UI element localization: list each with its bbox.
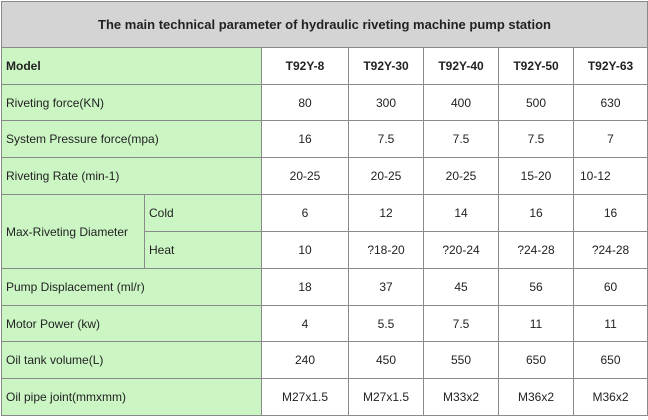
cell-value: M36x2 bbox=[498, 378, 574, 416]
cell-value: 11 bbox=[572, 305, 648, 342]
row-label: Max-Riveting Diameter bbox=[1, 194, 145, 269]
model-header: Model bbox=[1, 47, 262, 85]
cell-value: ?24-28 bbox=[572, 231, 648, 269]
cell-value: 15-20 bbox=[498, 157, 574, 195]
cell-value: ?18-20 bbox=[348, 231, 424, 269]
table-row: Max-Riveting Diameter Cold 6 12 14 16 16 bbox=[1, 194, 648, 269]
table-row: Heat 10 ?18-20 ?20-24 ?24-28 ?24-28 bbox=[2, 231, 648, 269]
cell-value: 5.5 bbox=[348, 305, 424, 342]
cell-value: 10 bbox=[261, 231, 349, 269]
table-row: Riveting Rate (min-1) 20-25 20-25 20-25 … bbox=[1, 157, 648, 195]
cell-value: 45 bbox=[423, 268, 499, 306]
cell-value: 7.5 bbox=[423, 305, 499, 342]
table-row: Pump Displacement (ml/r) 18 37 45 56 60 bbox=[1, 268, 648, 306]
table-row: Oil tank volume(L) 240 450 550 650 650 bbox=[1, 341, 648, 379]
cell-value: 7.5 bbox=[498, 120, 574, 158]
cell-value: 650 bbox=[572, 341, 648, 379]
cell-value: 60 bbox=[572, 268, 648, 306]
model-name: T92Y-8 bbox=[261, 47, 349, 85]
title-row: The main technical parameter of hydrauli… bbox=[0, 1, 648, 48]
cell-value: 7.5 bbox=[423, 120, 499, 158]
cell-value: 20-25 bbox=[423, 157, 499, 195]
cell-value: M27x1.5 bbox=[261, 378, 349, 416]
sub-row-label: Heat bbox=[144, 231, 262, 269]
table-row: Riveting force(KN) 80 300 400 500 630 bbox=[1, 84, 648, 121]
cell-value: 16 bbox=[572, 194, 648, 232]
cell-value: 14 bbox=[423, 194, 499, 232]
cell-value: 7.5 bbox=[348, 120, 424, 158]
sub-row-label: Cold bbox=[144, 194, 262, 232]
cell-value: 10-12 bbox=[572, 157, 648, 195]
row-label: Pump Displacement (ml/r) bbox=[1, 268, 262, 306]
cell-value: ?20-24 bbox=[423, 231, 499, 269]
header-row: Model T92Y-8 T92Y-30 T92Y-40 T92Y-50 T92… bbox=[1, 47, 648, 85]
row-label: Oil pipe joint(mmxmm) bbox=[1, 378, 262, 416]
cell-value: 500 bbox=[498, 84, 574, 121]
row-label: Motor Power (kw) bbox=[1, 305, 262, 342]
cell-value: 4 bbox=[261, 305, 349, 342]
cell-value: 7 bbox=[572, 120, 648, 158]
cell-value: 11 bbox=[498, 305, 574, 342]
cell-value: 20-25 bbox=[348, 157, 424, 195]
model-name: T92Y-63 bbox=[572, 47, 648, 85]
cell-value: 450 bbox=[348, 341, 424, 379]
cell-value: 6 bbox=[261, 194, 349, 232]
cell-value: 16 bbox=[261, 120, 349, 158]
cell-value: 630 bbox=[572, 84, 648, 121]
cell-value: 56 bbox=[498, 268, 574, 306]
cell-value: 300 bbox=[348, 84, 424, 121]
cell-value: 20-25 bbox=[261, 157, 349, 195]
cell-value: 18 bbox=[261, 268, 349, 306]
table-row: System Pressure force(mpa) 16 7.5 7.5 7.… bbox=[1, 120, 648, 158]
cell-value: 16 bbox=[498, 194, 574, 232]
cell-value: 80 bbox=[261, 84, 349, 121]
table-row: Oil pipe joint(mmxmm) M27x1.5 M27x1.5 M3… bbox=[1, 378, 648, 416]
table-title: The main technical parameter of hydrauli… bbox=[0, 1, 648, 48]
cell-value: M36x2 bbox=[572, 378, 648, 416]
model-name: T92Y-50 bbox=[498, 47, 574, 85]
row-label: System Pressure force(mpa) bbox=[1, 120, 262, 158]
cell-value: 240 bbox=[261, 341, 349, 379]
cell-value: 12 bbox=[348, 194, 424, 232]
model-name: T92Y-40 bbox=[423, 47, 499, 85]
cell-value: 550 bbox=[423, 341, 499, 379]
cell-value: 400 bbox=[423, 84, 499, 121]
cell-value: 37 bbox=[348, 268, 424, 306]
row-label: Riveting force(KN) bbox=[1, 84, 262, 121]
row-label: Riveting Rate (min-1) bbox=[1, 157, 262, 195]
model-name: T92Y-30 bbox=[348, 47, 424, 85]
table-row: Motor Power (kw) 4 5.5 7.5 11 11 bbox=[1, 305, 648, 342]
cell-value: M33x2 bbox=[423, 378, 499, 416]
cell-value: 650 bbox=[498, 341, 574, 379]
cell-value: M27x1.5 bbox=[348, 378, 424, 416]
cell-value: ?24-28 bbox=[498, 231, 574, 269]
row-label: Oil tank volume(L) bbox=[1, 341, 262, 379]
